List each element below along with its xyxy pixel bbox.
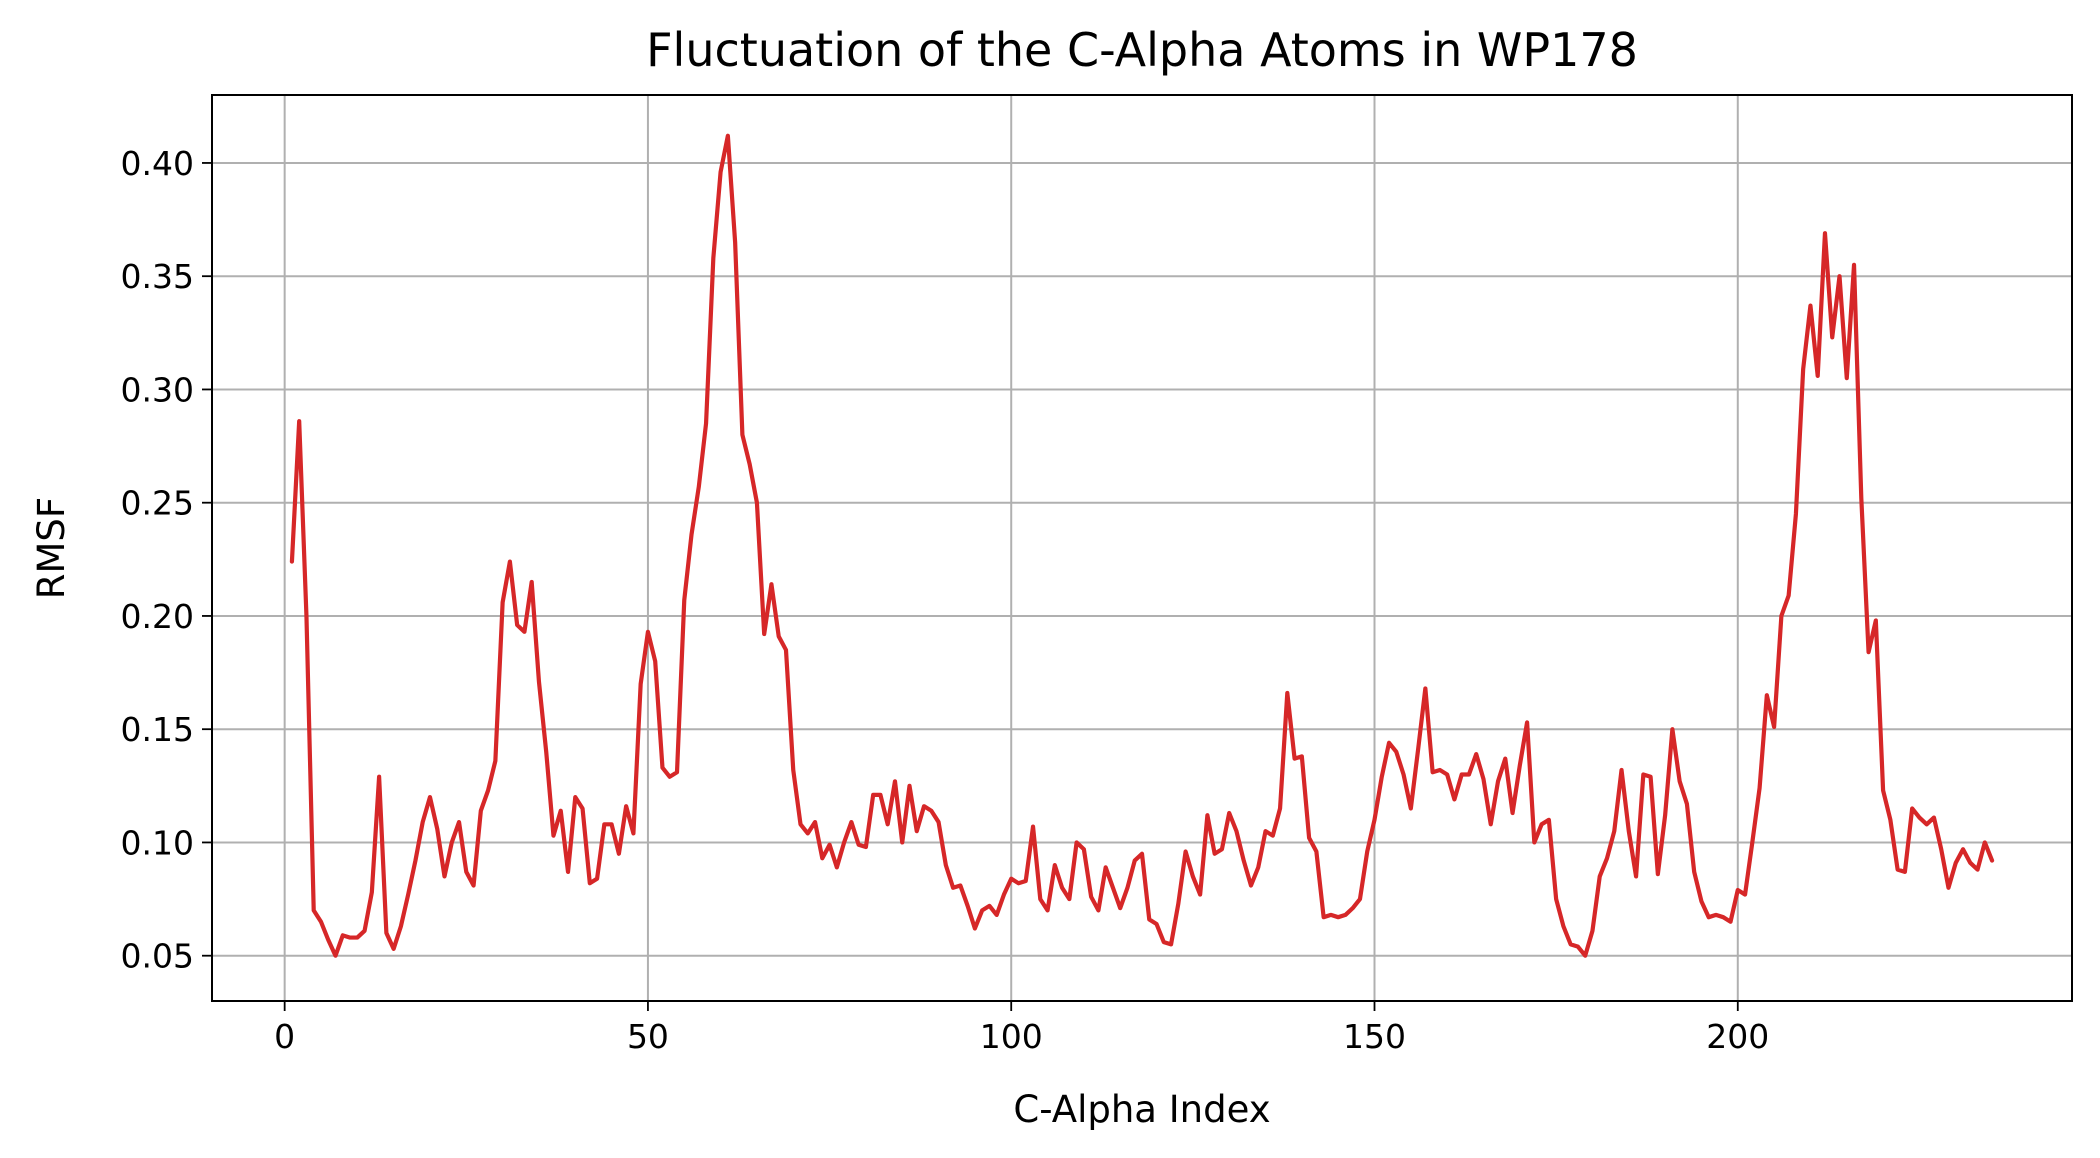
x-tick-label: 200 [1706,1017,1769,1056]
y-tick-label: 0.30 [121,370,194,409]
y-tick-label: 0.25 [121,484,194,523]
x-tick-label: 0 [274,1017,295,1056]
y-tick-label: 0.15 [121,710,194,749]
grid-lines [212,95,2072,1001]
chart-title: Fluctuation of the C-Alpha Atoms in WP17… [646,23,1638,77]
plot-area [289,133,1995,958]
y-axis-ticks: 0.05 0.10 0.15 0.20 0.25 0.30 0.35 0.40 [121,144,212,976]
x-tick-label: 50 [627,1017,669,1056]
y-tick-label: 0.10 [121,823,194,862]
axes-frame [211,94,2073,1002]
x-axis-ticks: 0 50 100 150 200 [274,1001,1769,1056]
y-tick-label: 0.35 [121,257,194,296]
y-tick-label: 0.05 [121,937,194,976]
x-tick-label: 150 [1343,1017,1406,1056]
x-tick-label: 100 [980,1017,1043,1056]
y-tick-label: 0.20 [121,597,194,636]
rmsf-series-line [289,133,1995,958]
y-axis-label: RMSF [30,497,73,599]
x-axis-label: C-Alpha Index [1013,1088,1270,1131]
y-tick-label: 0.40 [121,144,194,183]
